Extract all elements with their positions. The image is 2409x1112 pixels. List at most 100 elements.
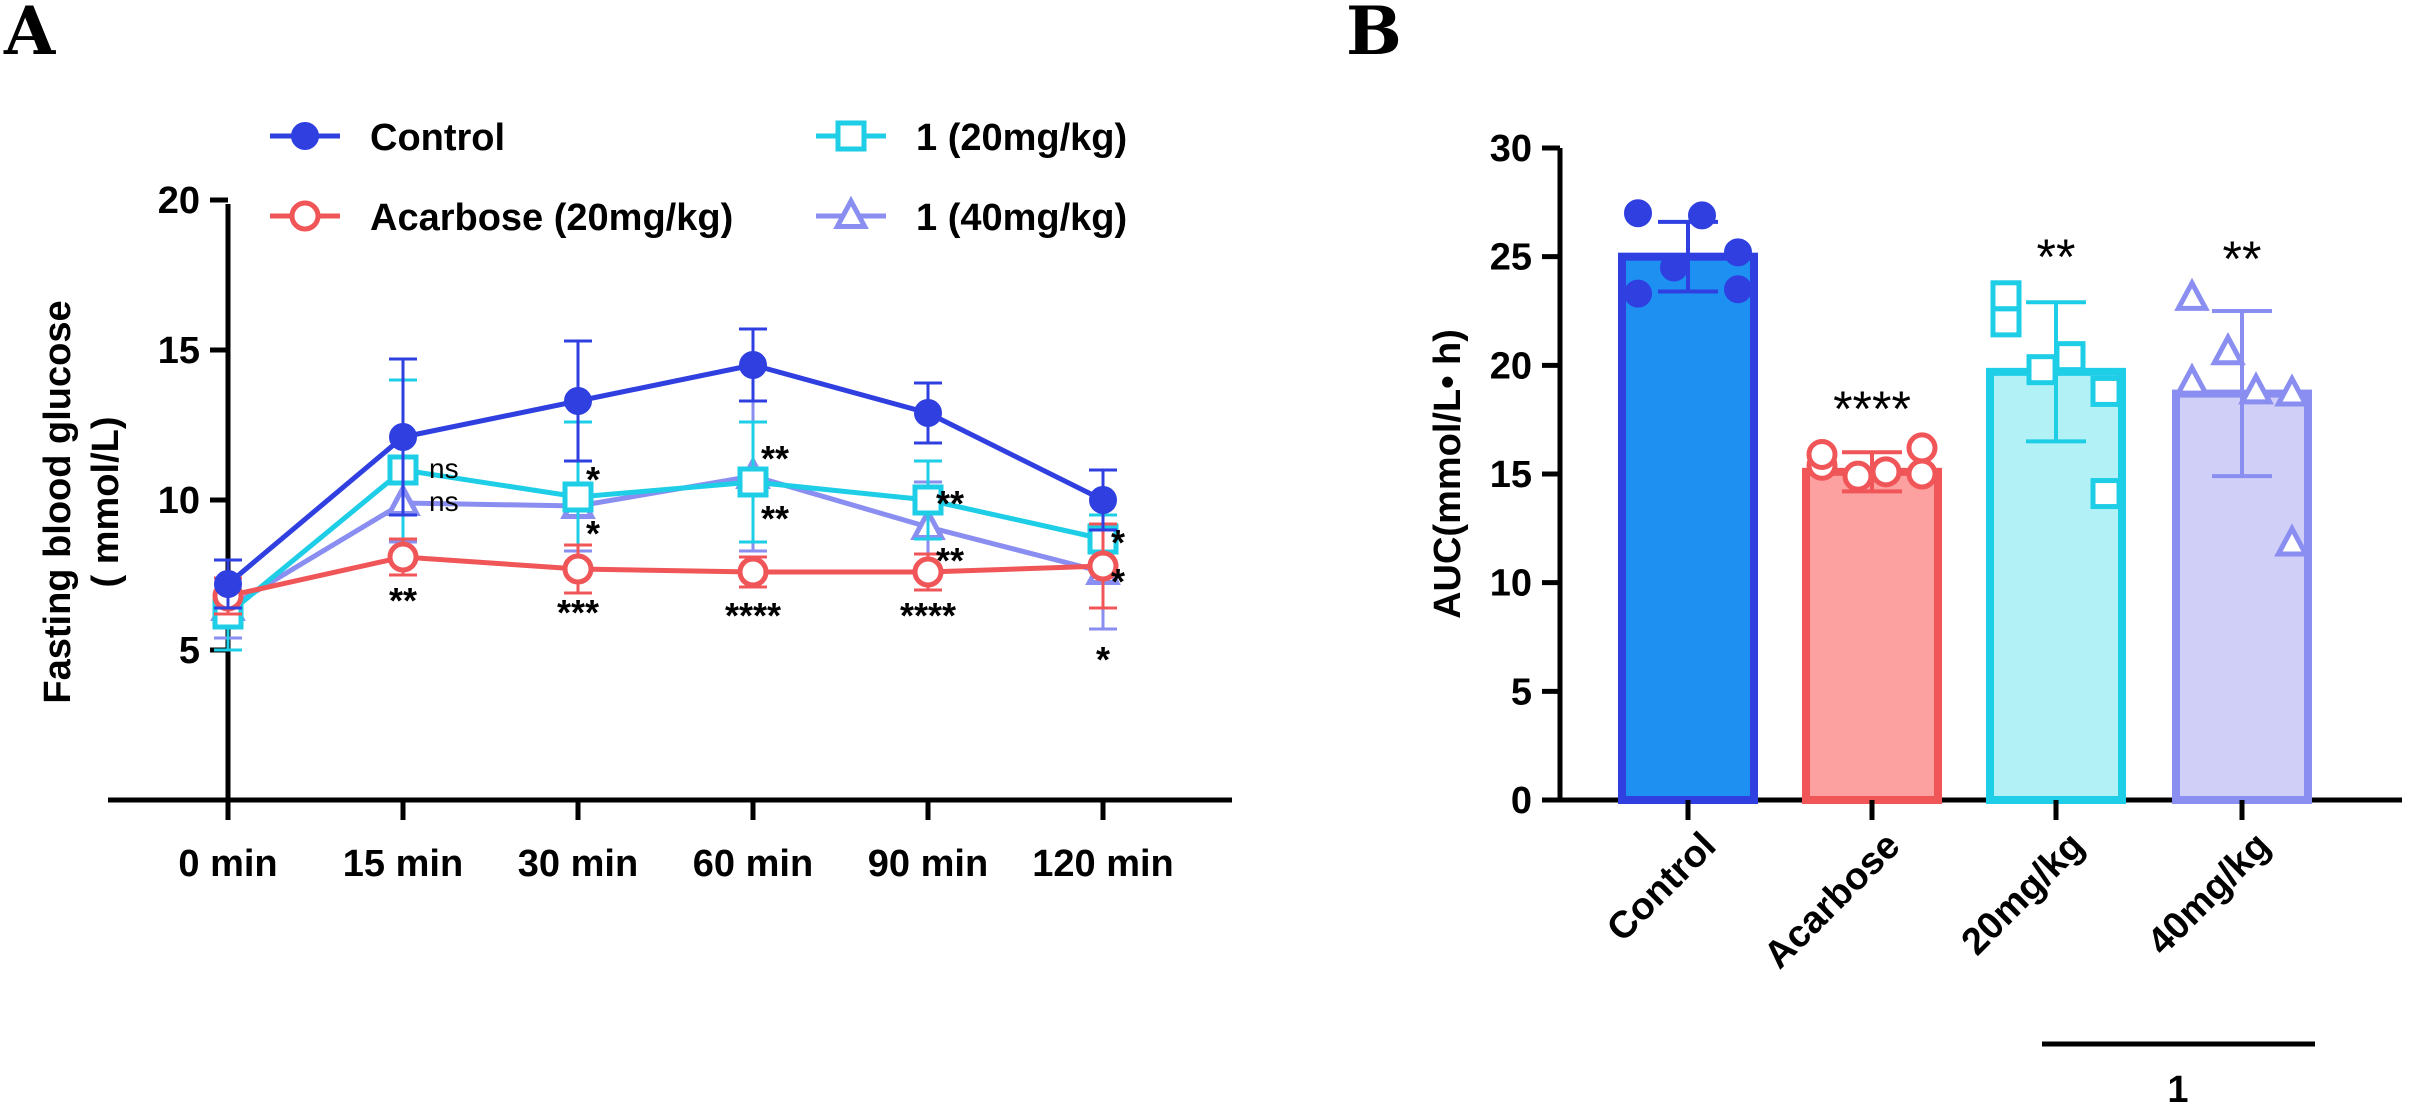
data-point: [1906, 458, 1938, 490]
x-tick-label: 0 min: [178, 843, 277, 885]
y-tick-label: 20: [158, 180, 200, 222]
data-point: [2090, 478, 2122, 510]
annotation-significance: ****: [900, 595, 956, 636]
bar: [1618, 252, 1758, 804]
y-tick-label: 5: [179, 630, 200, 672]
significance-label: **: [2223, 231, 2262, 287]
legend-item: 1 (40mg/kg): [816, 195, 1127, 239]
data-point: [1087, 550, 1119, 582]
data-point: [2026, 354, 2058, 386]
y-tick-label: 15: [158, 330, 200, 372]
annotation-significance: **: [389, 580, 417, 621]
data-point: [1660, 253, 1688, 282]
bar-group-2: **: [1986, 229, 2126, 804]
series-2: [212, 378, 1119, 652]
x-tick-label: 15 min: [343, 843, 463, 885]
data-point: [2174, 362, 2210, 396]
data-point: [914, 399, 942, 427]
bar-group-3: **: [2172, 231, 2312, 804]
annotation-significance: *: [1111, 561, 1125, 602]
panel-a-legend: Control Acarbose (20mg/kg) 1 (20mg/kg) 1 (4…: [270, 117, 1127, 239]
panel-b-y-ticks: 0 5 10 15 20 25 30: [1490, 128, 1560, 822]
x-tick-label: 40mg/kg: [2140, 825, 2279, 964]
panel-b-ylabel: AUC(mmol/L• h): [1427, 329, 1469, 619]
y-tick-label: 25: [1490, 237, 1532, 279]
y-tick-label: 30: [1490, 128, 1532, 170]
annotation-significance: *: [1111, 522, 1125, 563]
annotation-significance: **: [936, 483, 964, 524]
panel-a-x-ticks: 0 min 15 min 30 min 60 min 90 min 120 min: [178, 800, 1174, 885]
significance-label: ****: [1833, 381, 1911, 437]
data-point: [1990, 280, 2022, 312]
data-point: [2210, 332, 2246, 366]
y-tick-label: 20: [1490, 345, 1532, 387]
y-tick-label: 10: [158, 480, 200, 522]
data-point: [2238, 371, 2274, 405]
panel-a-axes: [108, 204, 1232, 803]
panel-letter-a: A: [3, 0, 56, 70]
panel-a-series: [210, 327, 1121, 652]
series-0: [214, 327, 1117, 610]
legend-label: 1 (20mg/kg): [916, 117, 1127, 159]
y-tick-label: 15: [1490, 454, 1532, 496]
annotation-significance: ***: [557, 592, 599, 633]
panel-a-ylabel: Fasting blood glucose: [37, 300, 79, 703]
legend-marker: [833, 195, 869, 229]
series-1: [212, 522, 1119, 616]
significance-label: **: [2037, 229, 2076, 285]
x-tick-label: 30 min: [518, 843, 638, 885]
series-line: [227, 554, 1104, 599]
annotation-significance: **: [761, 438, 789, 479]
series-line: [226, 473, 1104, 611]
bar-group-1: ****: [1802, 381, 1942, 804]
y-tick-label: 0: [1511, 780, 1532, 822]
annotation-significance: **: [761, 498, 789, 539]
panel-a-ylabel-units: ( mmol/L): [85, 417, 127, 588]
legend-item: Acarbose (20mg/kg): [270, 197, 733, 239]
legend-item: 1 (20mg/kg): [816, 117, 1127, 159]
series-3: [210, 399, 1121, 640]
data-point: [737, 466, 769, 498]
data-point: [1906, 432, 1938, 464]
legend-label: Acarbose (20mg/kg): [370, 197, 733, 239]
data-point: [1724, 238, 1752, 267]
data-point: [739, 351, 767, 379]
y-tick-label: 5: [1511, 671, 1532, 713]
legend-marker: [291, 122, 319, 150]
data-point: [1990, 306, 2022, 338]
data-point: [737, 556, 769, 588]
annotation-significance: *: [586, 513, 600, 554]
bar: [1802, 467, 1942, 804]
data-point: [1624, 279, 1652, 308]
data-point: [1624, 199, 1652, 228]
panel-b-group-bracket: 1: [2042, 1041, 2315, 1111]
legend-marker: [289, 200, 321, 232]
legend-marker: [835, 120, 867, 152]
panel-b-bars: ****** **: [1618, 199, 2312, 804]
data-point: [1842, 460, 1874, 492]
data-point: [1688, 201, 1716, 230]
panel-letter-b: B: [1346, 0, 1402, 70]
data-point: [1870, 456, 1902, 488]
annotation-significance: *: [1096, 639, 1110, 680]
data-point: [387, 541, 419, 573]
data-point: [912, 556, 944, 588]
data-point: [1806, 438, 1838, 470]
annotation-significance: ****: [725, 595, 781, 636]
legend-item: Control: [270, 117, 505, 159]
panel-a-y-axis-title: Fasting blood glucose ( mmol/L): [37, 300, 127, 703]
data-point: [912, 484, 944, 516]
annotation-significance: **: [936, 540, 964, 581]
annotation-ns: ns: [429, 453, 459, 484]
panel-a-y-ticks: 5 10 15 20: [158, 180, 228, 672]
panel-b-x-ticks: Control Acarbose 20mg/kg 40mg/kg: [1599, 800, 2278, 977]
series-line: [226, 362, 1105, 586]
data-point: [564, 387, 592, 415]
x-tick-label: 20mg/kg: [1954, 825, 2093, 964]
annotation-ns: ns: [429, 486, 459, 517]
x-tick-label: 60 min: [693, 843, 813, 885]
panel-a-line-chart: 5 10 15 20 0 min 15 min 30 min 60 min 90 min 120…: [37, 117, 1232, 885]
y-tick-label: 10: [1490, 563, 1532, 605]
